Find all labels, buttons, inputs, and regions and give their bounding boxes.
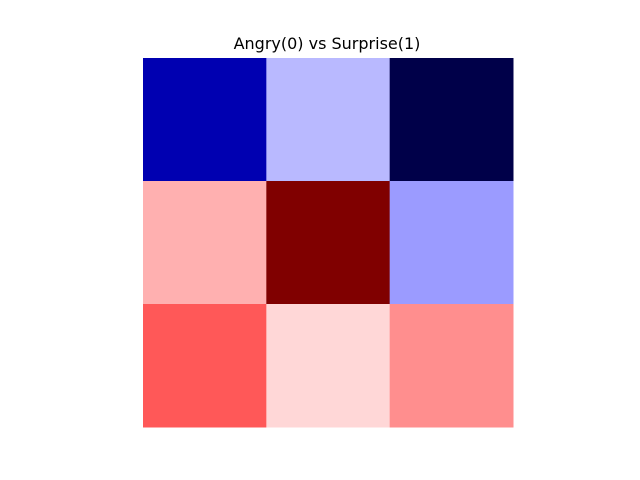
heatmap-cell-r2-c0	[143, 304, 267, 428]
heatmap-cell-r0-c0	[143, 58, 267, 182]
heatmap-cell-r1-c1	[266, 181, 391, 305]
heatmap-cell-r2-c2	[389, 304, 514, 428]
chart-title: Angry(0) vs Surprise(1)	[234, 34, 421, 53]
heatmap-grid	[143, 58, 514, 428]
heatmap-cell-r0-c2	[389, 58, 514, 182]
heatmap-cell-r1-c2	[389, 181, 514, 305]
heatmap-cell-r1-c0	[143, 181, 267, 305]
heatmap-cell-r2-c1	[266, 304, 391, 428]
heatmap-cell-r0-c1	[266, 58, 391, 182]
